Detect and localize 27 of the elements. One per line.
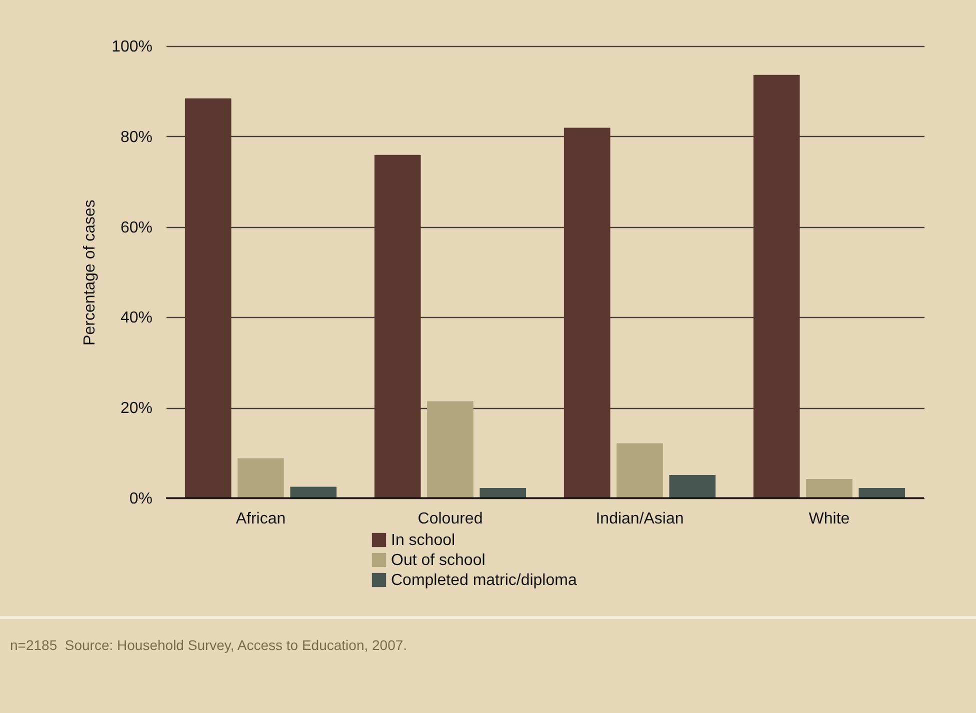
y-tick-label: 80%: [120, 128, 152, 146]
x-tick-label: White: [808, 510, 850, 528]
bar: [238, 458, 284, 498]
text: n=2185 Source: Household Survey, Access to Education, 2007.: [10, 637, 408, 653]
y-tick-label: 20%: [120, 400, 152, 418]
y-tick-label: 40%: [120, 310, 152, 327]
legend-label: In school: [391, 532, 456, 549]
x-tick-label: Indian/Asian: [596, 510, 684, 528]
bar: [184, 98, 232, 498]
bar: [290, 486, 337, 498]
y-tick-label: 0%: [129, 490, 152, 508]
x-tick-label: African: [236, 510, 286, 528]
legend-label: Completed matric/diploma: [391, 572, 577, 589]
legend-label: Out of school: [391, 552, 486, 569]
y-tick-label: 100%: [112, 38, 152, 56]
bar: [753, 74, 800, 498]
bar: [480, 488, 526, 498]
x-tick-label: Coloured: [418, 510, 483, 528]
bar: [374, 154, 421, 498]
y-tick-label: 60%: [120, 219, 152, 236]
y-axis-title: Percentage of cases: [82, 200, 99, 346]
bar: [427, 401, 474, 498]
bar: [806, 479, 852, 498]
bar: [564, 128, 610, 498]
bar: [858, 488, 906, 498]
bar: [616, 443, 663, 498]
bar: [669, 474, 716, 498]
